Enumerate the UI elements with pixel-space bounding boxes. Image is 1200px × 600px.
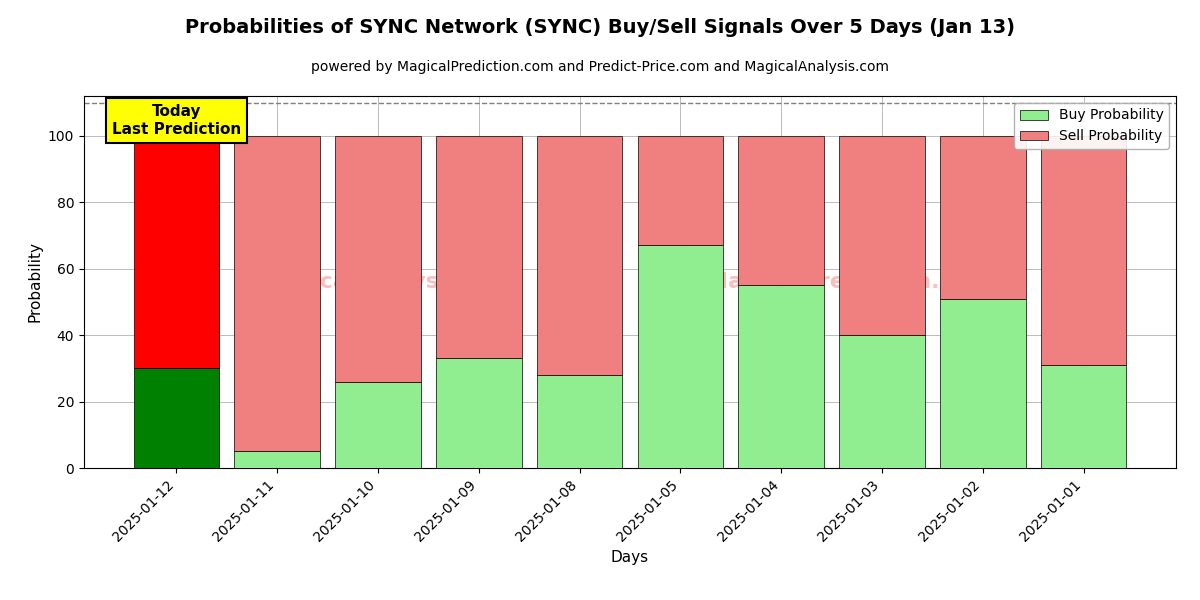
Bar [536, 136, 623, 375]
Bar [940, 299, 1026, 468]
Bar [335, 136, 421, 382]
Bar [940, 136, 1026, 299]
Bar [436, 136, 522, 358]
Bar [133, 368, 220, 468]
Legend: Buy Probability, Sell Probability: Buy Probability, Sell Probability [1014, 103, 1169, 149]
Y-axis label: Probability: Probability [28, 241, 42, 323]
Bar [234, 451, 320, 468]
Bar [738, 136, 824, 286]
Bar [738, 286, 824, 468]
Text: MagicalAnalysis.com: MagicalAnalysis.com [259, 272, 521, 292]
Bar [234, 136, 320, 451]
Text: Today
Last Prediction: Today Last Prediction [112, 104, 241, 137]
Bar [335, 382, 421, 468]
Text: powered by MagicalPrediction.com and Predict-Price.com and MagicalAnalysis.com: powered by MagicalPrediction.com and Pre… [311, 60, 889, 74]
Bar [637, 136, 724, 245]
Bar [839, 136, 925, 335]
Bar [536, 375, 623, 468]
Text: Probabilities of SYNC Network (SYNC) Buy/Sell Signals Over 5 Days (Jan 13): Probabilities of SYNC Network (SYNC) Buy… [185, 18, 1015, 37]
Bar [436, 358, 522, 468]
Bar [133, 136, 220, 368]
Bar [637, 245, 724, 468]
Bar [1040, 365, 1127, 468]
Bar [839, 335, 925, 468]
Text: MagicalPrediction.com: MagicalPrediction.com [706, 272, 991, 292]
X-axis label: Days: Days [611, 550, 649, 565]
Bar [1040, 136, 1127, 365]
